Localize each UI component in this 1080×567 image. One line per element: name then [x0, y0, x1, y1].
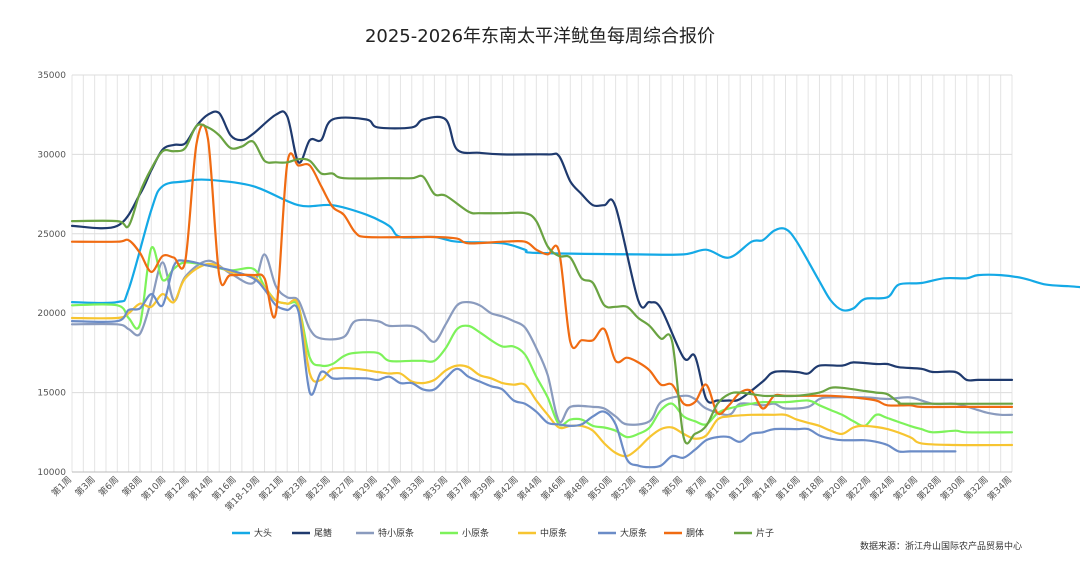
series-line-大原条: [70, 259, 957, 469]
x-tick-label: 第18周: [797, 474, 826, 503]
x-tick-label: 第3周: [72, 474, 97, 499]
x-tick-label: 第12周: [162, 474, 191, 503]
x-tick-label: 第20周: [820, 474, 849, 503]
chart-title: 2025-2026年东南太平洋鱿鱼每周综合报价: [365, 26, 715, 47]
x-tick-label: 第30周: [938, 474, 967, 503]
source-note: 数据来源：浙江舟山国际农产品贸易中心: [860, 540, 1022, 552]
x-tick-label: 第23周: [280, 474, 309, 503]
x-tick-label: 第29周: [350, 474, 379, 503]
legend-label: 胴体: [686, 527, 704, 539]
series-lines: [70, 110, 1080, 469]
x-tick-label: 第48周: [562, 474, 591, 503]
x-tick-label: 第37周: [444, 474, 473, 503]
x-tick-label: 第34周: [985, 474, 1014, 503]
x-tick-label: 第26周: [891, 474, 920, 503]
legend-label: 尾鳍: [314, 527, 332, 539]
y-tick-label: 20000: [37, 309, 66, 319]
x-tick-label: 第39周: [468, 474, 497, 503]
x-tick-label: 第22周: [844, 474, 873, 503]
legend-label: 大头: [254, 527, 272, 539]
x-tick-label: 第10周: [703, 474, 732, 503]
legend-label: 大原条: [620, 527, 647, 539]
x-tick-label: 第31周: [374, 474, 403, 503]
legend: 大头 尾鳍 特小原条 小原条 中原条 大原条 胴体 片子: [232, 527, 774, 539]
x-tick-label: 第12周: [726, 474, 755, 503]
series-line-尾鳍: [70, 110, 1014, 404]
x-tick-label: 第44周: [515, 474, 544, 503]
x-tick-label: 第24周: [867, 474, 896, 503]
x-tick-label: 第25周: [303, 474, 332, 503]
x-tick-label: 第33周: [397, 474, 426, 503]
x-tick-label: 第3周: [636, 474, 661, 499]
grid: [71, 74, 1013, 473]
x-tick-label: 第5周: [660, 474, 685, 499]
legend-label: 特小原条: [378, 527, 414, 539]
x-tick-label: 第14周: [750, 474, 779, 503]
y-tick-label: 10000: [37, 468, 66, 478]
x-tick-label: 第14周: [186, 474, 215, 503]
x-tick-label: 第16周: [773, 474, 802, 503]
series-line-胴体: [70, 123, 1014, 416]
y-tick-label: 35000: [37, 71, 66, 81]
legend-label: 中原条: [540, 527, 567, 539]
legend-label: 小原条: [462, 527, 489, 539]
x-tick-label: 第35周: [421, 474, 450, 503]
axes: 100001500020000250003000035000第1周 第3周 第6周第…: [37, 71, 1014, 513]
y-tick-label: 15000: [37, 389, 66, 399]
x-tick-label: 第46周: [538, 474, 567, 503]
x-tick-label: 第42周: [491, 474, 520, 503]
series-line-大头: [70, 178, 1080, 312]
x-tick-label: 第28周: [914, 474, 943, 503]
y-tick-label: 25000: [37, 230, 66, 240]
x-tick-label: 第10周: [139, 474, 168, 503]
y-tick-label: 30000: [37, 150, 66, 160]
x-tick-label: 第27周: [327, 474, 356, 503]
series-line-片子: [70, 123, 1014, 445]
x-tick-label: 第52周: [609, 474, 638, 503]
x-tick-label: 第50周: [585, 474, 614, 503]
x-tick-label: 第6周: [96, 474, 121, 499]
legend-label: 片子: [756, 527, 774, 539]
x-tick-label: 第21周: [256, 474, 285, 503]
series-line-特小原条: [70, 253, 1014, 426]
x-tick-label: 第32周: [961, 474, 990, 503]
